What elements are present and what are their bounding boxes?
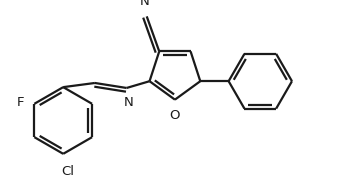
Text: O: O (170, 109, 180, 122)
Text: N: N (123, 96, 133, 109)
Text: Cl: Cl (61, 166, 74, 179)
Text: N: N (140, 0, 150, 8)
Text: F: F (17, 96, 25, 109)
